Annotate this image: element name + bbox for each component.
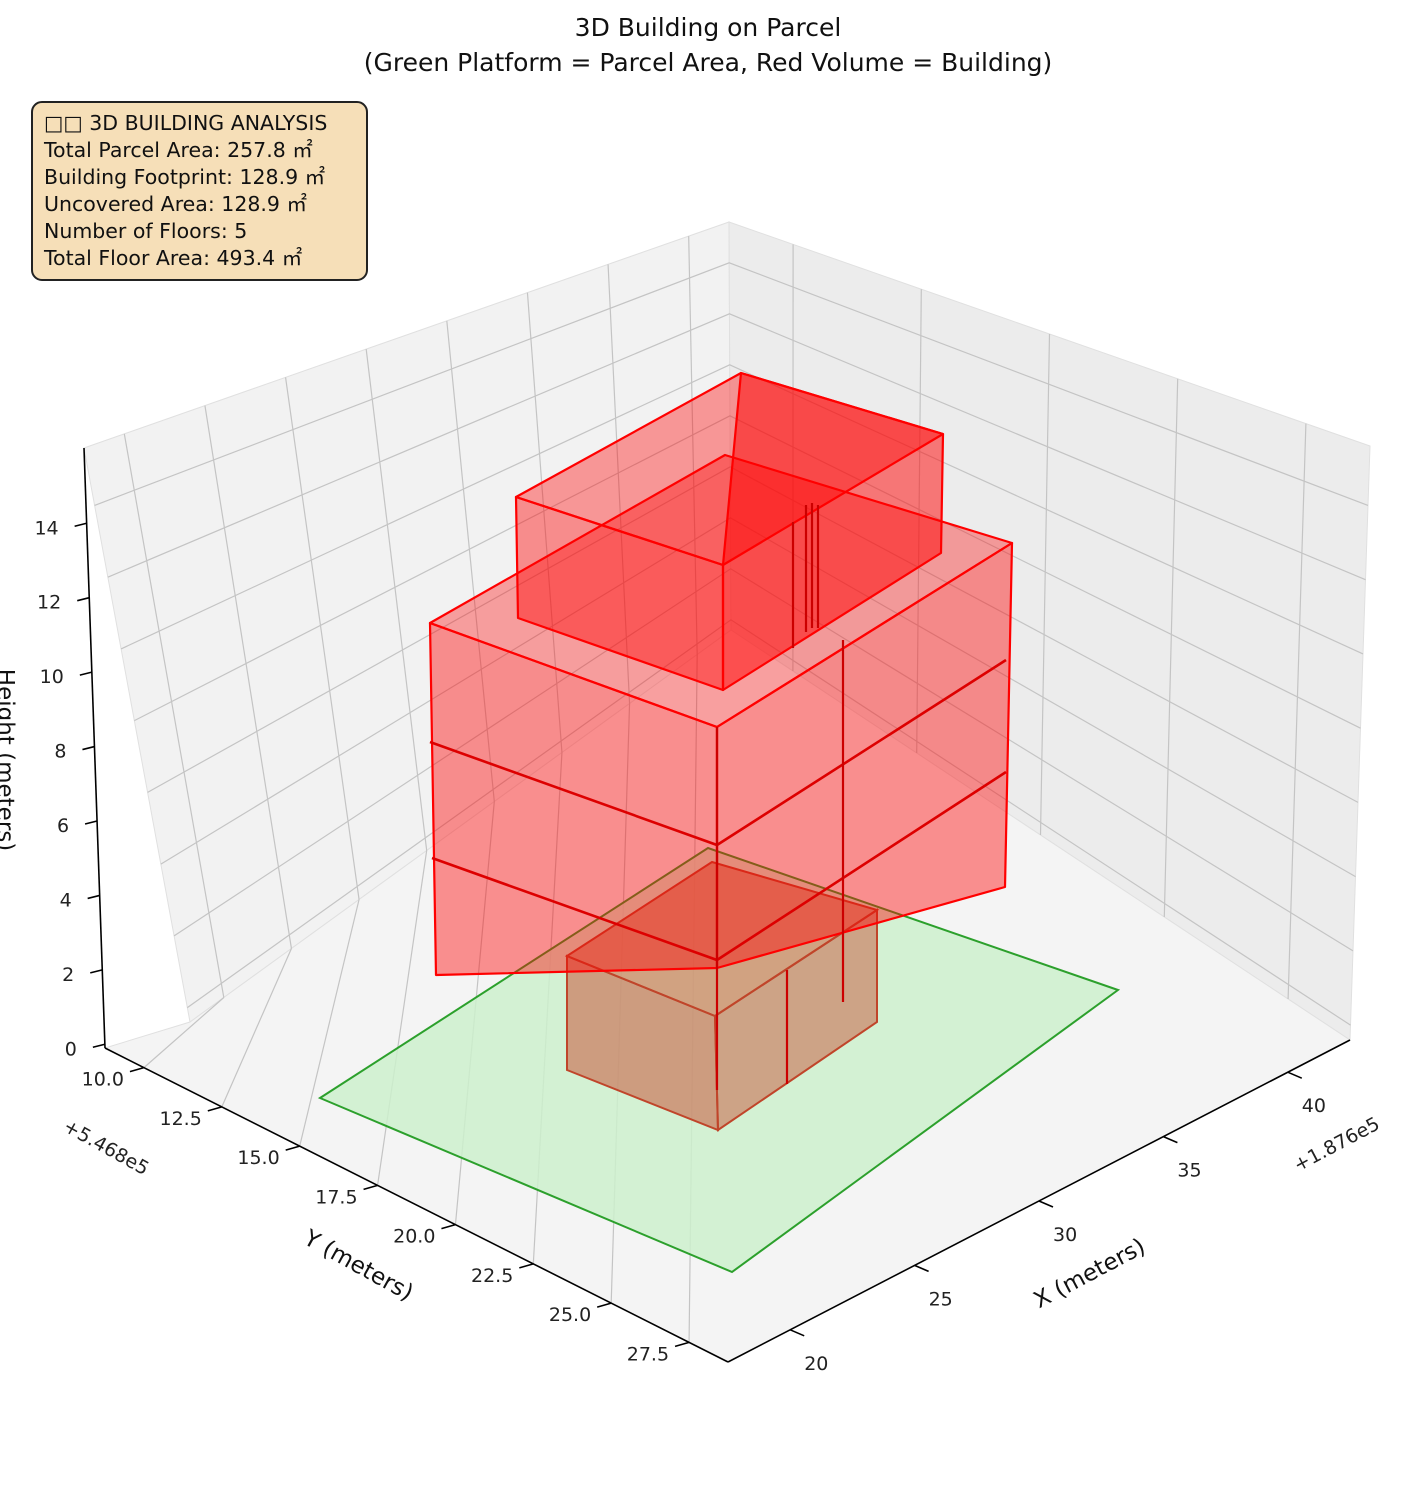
building-analysis-info-box: □□ 3D BUILDING ANALYSIS Total Parcel Are… [31, 101, 368, 281]
x-axis-label: X (meters) [1030, 1234, 1150, 1314]
z-tick-mark [77, 596, 90, 602]
grid-line-right-wall [1287, 423, 1307, 1000]
y-tick-label: 25.0 [549, 1304, 591, 1326]
y-axis-line [104, 1047, 729, 1363]
y-tick-label: 15.0 [237, 1147, 279, 1169]
y-tick-label: 27.5 [627, 1343, 669, 1365]
info-uncovered-area: Uncovered Area: 128.9 ㎡ [44, 192, 307, 216]
y-tick-mark [441, 1223, 456, 1230]
y-tick-mark [285, 1145, 300, 1151]
x-axis-offset-label: +1.876e5 [1290, 1113, 1383, 1177]
grid-line-floor [299, 899, 360, 1147]
z-tick-label: 12 [37, 592, 61, 614]
grid-line-left-wall [526, 292, 563, 753]
z-tick-mark [79, 671, 93, 676]
z-tick-label: 10 [40, 666, 64, 688]
x-tick-label: 30 [1053, 1224, 1077, 1246]
building-volume [428, 371, 1014, 1132]
info-number-of-floors: Number of Floors: 5 [44, 219, 248, 243]
y-tick-label: 17.5 [315, 1186, 357, 1208]
z-axis-line [83, 447, 106, 1049]
x-tick-mark [1038, 1200, 1054, 1208]
y-axis-offset-label: +5.468e5 [60, 1115, 153, 1180]
y-tick-mark [519, 1263, 534, 1269]
info-total-parcel-area: Total Parcel Area: 257.8 ㎡ [44, 138, 313, 162]
y-tick-mark [363, 1184, 378, 1191]
z-tick-mark [74, 522, 87, 528]
z-tick-label: 4 [60, 889, 72, 911]
grid-line-left-wall [284, 377, 360, 900]
z-tick-mark [87, 894, 100, 900]
grid-line-height [134, 415, 1361, 729]
x-tick-label: 40 [1302, 1095, 1326, 1117]
y-tick-label: 20.0 [393, 1226, 435, 1248]
z-tick-label: 14 [34, 517, 58, 539]
x-tick-mark [914, 1264, 929, 1273]
grid-line-height [94, 262, 1369, 506]
grid-line-height [147, 466, 1359, 803]
grid-line-left-wall [446, 320, 495, 802]
z-tick-mark [90, 969, 103, 974]
z-tick-mark [82, 745, 95, 751]
x-tick-mark [1287, 1071, 1303, 1079]
y-tick-label: 10.0 [82, 1069, 124, 1091]
x-tick-label: 20 [804, 1353, 828, 1375]
grid-line-floor [221, 948, 292, 1108]
info-building-footprint: Building Footprint: 128.9 ㎡ [44, 165, 326, 189]
grid-line-left-wall [607, 264, 631, 704]
z-axis-label: Height (meters) [0, 669, 18, 851]
x-tick-mark [1163, 1135, 1178, 1144]
y-tick-mark [207, 1106, 223, 1112]
grid-line-right-wall [1039, 333, 1051, 836]
tick-labels: 10.012.515.017.520.022.525.027.5 20253035… [34, 517, 1326, 1375]
y-tick-label: 12.5 [160, 1108, 202, 1130]
grid-line-right-wall [1163, 378, 1179, 918]
chart-title-line-1: 3D Building on Parcel [575, 13, 842, 42]
chart-title-line-2: (Green Platform = Parcel Area, Red Volum… [364, 48, 1053, 77]
grid-line-left-wall [123, 433, 225, 998]
y-tick-mark [129, 1066, 145, 1073]
grid-line-floor [143, 997, 225, 1069]
y-tick-label: 22.5 [471, 1265, 513, 1287]
grid-line-floor [376, 850, 428, 1186]
grid-line-left-wall [204, 405, 293, 949]
penthouse-top-face [514, 371, 945, 567]
axis-lines [74, 447, 1351, 1363]
info-total-floor-area: Total Floor Area: 493.4 ㎡ [44, 246, 303, 270]
z-tick-label: 8 [54, 741, 66, 763]
z-tick-mark [84, 820, 98, 825]
grid-line-height [107, 313, 1366, 581]
y-tick-mark [596, 1302, 612, 1308]
z-tick-label: 6 [57, 815, 69, 837]
z-tick-label: 2 [62, 964, 74, 986]
x-tick-mark [789, 1329, 805, 1337]
grid-line-left-wall [365, 349, 428, 851]
info-box-heading: □□ 3D BUILDING ANALYSIS [44, 111, 328, 135]
x-tick-label: 25 [929, 1288, 953, 1310]
ground-block-top-face [564, 860, 880, 1018]
z-tick-mark [92, 1043, 106, 1049]
grid-line-height [120, 364, 1364, 655]
grid-line-left-wall [688, 236, 698, 655]
y-tick-mark [674, 1341, 690, 1348]
x-tick-label: 35 [1177, 1160, 1201, 1182]
z-tick-label: 0 [65, 1038, 77, 1060]
